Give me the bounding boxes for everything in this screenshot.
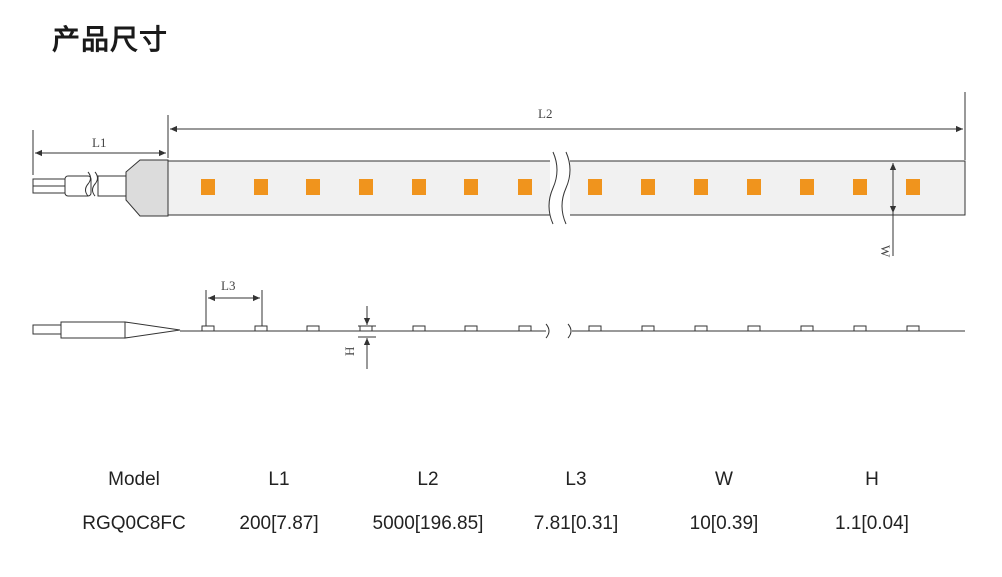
led-chip-side [747, 325, 761, 332]
led-chip [800, 179, 814, 195]
label-l2: L2 [538, 106, 552, 121]
specs-table: Model L1 L2 L3 W H RGQ0C8FC 200[7.87] 50… [64, 458, 946, 546]
value-l1: 200[7.87] [239, 513, 319, 534]
header-w: W [715, 469, 733, 490]
led-chip-side [201, 325, 215, 332]
led-chip [254, 179, 268, 195]
led-chip [359, 179, 373, 195]
led-chip-side [464, 325, 478, 332]
dimension-w: W [878, 163, 897, 258]
end-cap [125, 159, 169, 217]
header-l3: L3 [565, 469, 587, 490]
label-l3: L3 [221, 278, 235, 293]
dimension-l2: L2 [170, 92, 966, 160]
led-chip-side [518, 325, 532, 332]
header-l2: L2 [417, 469, 439, 490]
led-chip [464, 179, 478, 195]
led-chip-side [254, 325, 268, 332]
specs-header-row: Model L1 L2 L3 W H [64, 458, 946, 502]
led-chip-side [641, 325, 655, 332]
header-l1: L1 [268, 469, 290, 490]
value-model: RGQ0C8FC [82, 513, 186, 534]
label-h: H [342, 347, 357, 356]
dimension-l1: L1 [32, 115, 169, 175]
led-chip [853, 179, 867, 195]
led-chip-side [359, 325, 373, 332]
break-mark-side [545, 323, 572, 339]
header-h: H [865, 469, 879, 490]
led-chip-side [412, 325, 426, 332]
led-chip [906, 179, 920, 195]
led-chip [306, 179, 320, 195]
led-chip-side [853, 325, 867, 332]
dimension-l3: L3 [205, 278, 263, 326]
led-chip-side [800, 325, 814, 332]
led-chip-side [306, 325, 320, 332]
break-mark-top [548, 150, 571, 226]
cable-top-view [32, 171, 127, 197]
led-chip [641, 179, 655, 195]
led-chip [518, 179, 532, 195]
value-l3: 7.81[0.31] [533, 513, 619, 534]
led-chip [201, 179, 215, 195]
led-chip [694, 179, 708, 195]
led-chip-side [588, 325, 602, 332]
specs-value-row: RGQ0C8FC 200[7.87] 5000[196.85] 7.81[0.3… [64, 502, 946, 546]
value-l2: 5000[196.85] [372, 513, 484, 534]
led-strip-dimension-drawing: L1 L2 W L3 H [32, 92, 966, 369]
header-model: Model [108, 469, 160, 490]
page-title: 产品尺寸 [52, 23, 169, 56]
value-h: 1.1[0.04] [835, 513, 909, 534]
led-chip-side [906, 325, 920, 332]
led-chip [412, 179, 426, 195]
label-w: W [878, 245, 893, 258]
value-w: 10[0.39] [689, 513, 759, 534]
led-chip-side [694, 325, 708, 332]
led-chip [747, 179, 761, 195]
led-chip [588, 179, 602, 195]
label-l1: L1 [92, 135, 106, 150]
cable-side-view [32, 321, 181, 339]
strip-body-right [567, 160, 966, 216]
dimension-h: H [342, 306, 376, 369]
